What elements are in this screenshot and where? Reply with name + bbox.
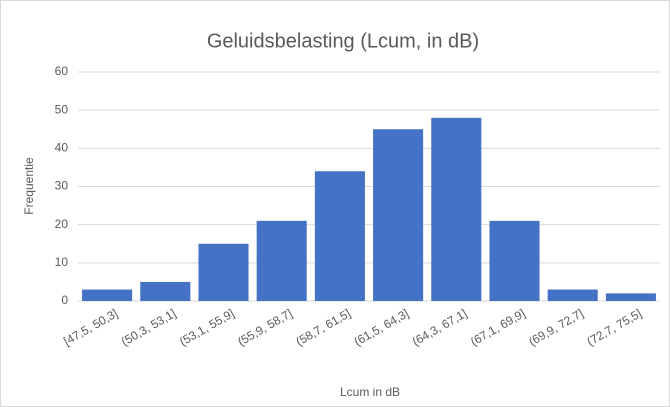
y-axis-title: Frequentie xyxy=(22,157,36,215)
bar xyxy=(431,117,482,301)
y-tick-label: 60 xyxy=(55,64,69,78)
y-tick-label: 10 xyxy=(55,255,69,269)
bar xyxy=(547,289,598,301)
x-axis-title: Lcum in dB xyxy=(340,385,400,399)
bar xyxy=(605,293,656,301)
bar xyxy=(82,289,133,301)
bar xyxy=(373,129,424,301)
bar xyxy=(198,243,249,301)
bar xyxy=(489,220,540,301)
chart-title: Geluidsbelasting (Lcum, in dB) xyxy=(207,30,479,52)
y-tick-label: 50 xyxy=(55,102,69,116)
y-tick-label: 30 xyxy=(55,179,69,193)
y-tick-label: 40 xyxy=(55,141,69,155)
bar xyxy=(314,171,365,301)
bar xyxy=(140,281,191,301)
y-tick-label: 0 xyxy=(61,293,68,307)
bar xyxy=(256,220,307,301)
y-tick-label: 20 xyxy=(55,217,69,231)
